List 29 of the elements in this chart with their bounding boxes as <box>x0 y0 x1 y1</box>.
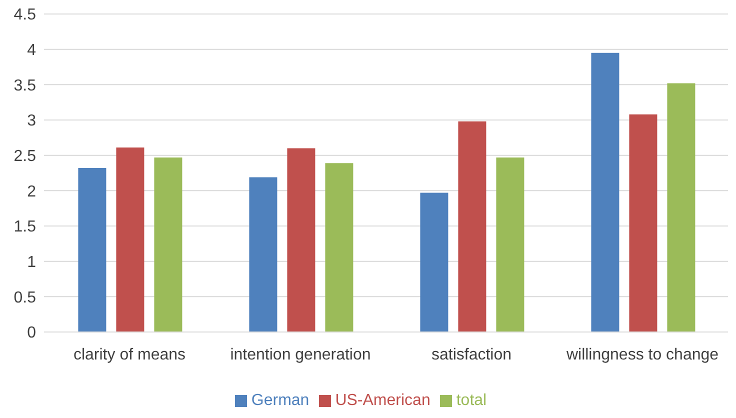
x-tick-label: intention generation <box>230 346 371 364</box>
bar <box>78 168 106 332</box>
bar <box>629 114 658 332</box>
bar <box>496 157 524 332</box>
y-tick-label: 1.5 <box>14 218 36 236</box>
x-tick-label: satisfaction <box>431 346 512 364</box>
bar <box>591 52 620 332</box>
y-tick-label: 1 <box>27 254 36 272</box>
y-tick-label: 4.5 <box>14 6 36 24</box>
y-tick-label: 4 <box>27 42 36 60</box>
bar <box>249 177 278 332</box>
y-tick-label: 0 <box>27 324 36 342</box>
bar <box>458 121 486 332</box>
bar <box>667 83 696 332</box>
y-tick-label: 2.5 <box>14 148 36 166</box>
legend-label: German <box>251 392 310 409</box>
bar <box>116 148 144 332</box>
y-tick-label: 3 <box>27 112 36 130</box>
legend-label: total <box>456 392 487 409</box>
bar <box>154 157 182 332</box>
legend-label: US-American <box>335 392 430 409</box>
x-tick-label: clarity of means <box>73 346 186 364</box>
y-tick-label: 2 <box>27 183 36 200</box>
x-tick-label: willingness to change <box>565 346 719 364</box>
bar <box>325 163 354 332</box>
bar <box>420 192 448 332</box>
y-tick-label: 0.5 <box>14 289 36 306</box>
y-tick-label: 3.5 <box>14 77 36 94</box>
bar <box>287 148 316 332</box>
